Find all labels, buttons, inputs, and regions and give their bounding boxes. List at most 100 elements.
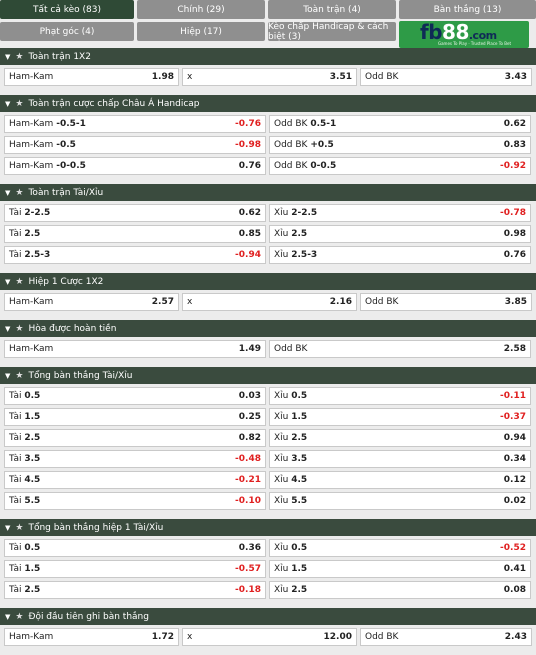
odds-cell[interactable]: Xỉu 3.5 0.34	[269, 450, 531, 468]
selection-name: Xỉu	[274, 391, 289, 401]
odds-cell[interactable]: Tài 0.5 0.36	[4, 539, 266, 557]
odds-cell[interactable]: Tài 1.5 -0.57	[4, 560, 266, 578]
odds-cell[interactable]: Tài 2.5-3 -0.94	[4, 246, 266, 264]
tab-main[interactable]: Chính (29)	[137, 0, 265, 19]
market-section: ▼ ★ Tổng bàn thắng hiệp 1 Tài/Xỉu Tài 0.5 0.…	[0, 519, 536, 602]
odds-cell[interactable]: Tài 5.5 -0.10	[4, 492, 266, 510]
odds-cell[interactable]: Tài 0.5 0.03	[4, 387, 266, 405]
odds-row: Tài 2.5-3 -0.94 Xỉu 2.5-3 0.76	[4, 246, 532, 264]
odds-cell[interactable]: Xỉu 2.5 0.94	[269, 429, 531, 447]
odds-cell[interactable]: Xỉu 2.5-3 0.76	[269, 246, 531, 264]
tab-all[interactable]: Tất cả kèo (83)	[0, 0, 134, 19]
star-icon[interactable]: ★	[15, 98, 24, 109]
odds-cell[interactable]: Tài 2.5 0.82	[4, 429, 266, 447]
selection-name: x	[187, 632, 193, 642]
odds-value: -0.94	[235, 250, 261, 260]
selection-name: Tài	[9, 543, 22, 553]
section-title: Toàn trận Tài/Xỉu	[28, 187, 104, 198]
section-header[interactable]: ▼ ★ Đội đầu tiên ghi bàn thắng	[0, 608, 536, 625]
odds-cell[interactable]: Tài 2.5 0.85	[4, 225, 266, 243]
handicap-line: 2.5	[24, 433, 41, 443]
selection-name: Tài	[9, 391, 22, 401]
odds-cell[interactable]: Xỉu 2.5 0.08	[269, 581, 531, 599]
section-header[interactable]: ▼ ★ Tổng bàn thắng hiệp 1 Tài/Xỉu	[0, 519, 536, 536]
odds-value: -0.48	[235, 454, 261, 464]
odds-cell[interactable]: Odd BK 0.5-1 0.62	[269, 115, 531, 133]
odds-cell[interactable]: Ham-Kam -0-0.5 0.76	[4, 157, 266, 175]
section-header[interactable]: ▼ ★ Tổng bàn thắng Tài/Xỉu	[0, 367, 536, 384]
section-header[interactable]: ▼ ★ Toàn trận 1X2	[0, 48, 536, 65]
tab-full-match[interactable]: Toàn trận (4)	[268, 0, 396, 19]
star-icon[interactable]: ★	[15, 611, 24, 622]
odds-cell[interactable]: Odd BK +0.5 0.83	[269, 136, 531, 154]
logo-text-88: 88	[442, 20, 469, 44]
handicap-line: 2.5	[291, 433, 308, 443]
odds-cell[interactable]: Ham-Kam -0.5-1 -0.76	[4, 115, 266, 133]
section-header[interactable]: ▼ ★ Toàn trận Tài/Xỉu	[0, 184, 536, 201]
odds-cell[interactable]: Xỉu 5.5 0.02	[269, 492, 531, 510]
odds-cell[interactable]: Xỉu 1.5 0.41	[269, 560, 531, 578]
selection-name: Tài	[9, 564, 22, 574]
odds-cell[interactable]: Odd BK 3.85	[360, 293, 532, 311]
odds-cell[interactable]: Xỉu 2.5 0.98	[269, 225, 531, 243]
handicap-line: -0-0.5	[56, 161, 86, 171]
triangle-down-icon[interactable]: ▼	[5, 277, 11, 286]
odds-cell[interactable]: Tài 2.5 -0.18	[4, 581, 266, 599]
star-icon[interactable]: ★	[15, 370, 24, 381]
star-icon[interactable]: ★	[15, 51, 24, 62]
odds-cell[interactable]: Odd BK 2.43	[360, 628, 532, 646]
market-section: ▼ ★ Đội đầu tiên ghi bàn thắng Ham-Kam 1.72 x…	[0, 608, 536, 649]
odds-cell[interactable]: Tài 3.5 -0.48	[4, 450, 266, 468]
section-header[interactable]: ▼ ★ Hòa được hoàn tiền	[0, 320, 536, 337]
selection-label: Xỉu 2-2.5	[274, 208, 317, 218]
odds-cell[interactable]: Xỉu 1.5 -0.37	[269, 408, 531, 426]
triangle-down-icon[interactable]: ▼	[5, 612, 11, 621]
selection-name: Xỉu	[274, 564, 289, 574]
odds-cell[interactable]: Xỉu 0.5 -0.52	[269, 539, 531, 557]
odds-cell[interactable]: Tài 4.5 -0.21	[4, 471, 266, 489]
fb88-logo[interactable]: fb88.com Games To Play · Trusted Place T…	[399, 20, 529, 48]
handicap-line: 1.5	[24, 412, 41, 422]
odds-cell[interactable]: Odd BK 0-0.5 -0.92	[269, 157, 531, 175]
handicap-line: 2-2.5	[24, 208, 51, 218]
section-title: Đội đầu tiên ghi bàn thắng	[28, 611, 149, 622]
triangle-down-icon[interactable]: ▼	[5, 188, 11, 197]
odds-value: -0.92	[500, 161, 526, 171]
odds-cell[interactable]: Xỉu 0.5 -0.11	[269, 387, 531, 405]
selection-name: Xỉu	[274, 433, 289, 443]
tab-goals[interactable]: Bàn thắng (13)	[399, 0, 536, 19]
odds-cell[interactable]: Xỉu 4.5 0.12	[269, 471, 531, 489]
odds-cell[interactable]: Ham-Kam 1.72	[4, 628, 179, 646]
star-icon[interactable]: ★	[15, 522, 24, 533]
triangle-down-icon[interactable]: ▼	[5, 324, 11, 333]
selection-name: Xỉu	[274, 454, 289, 464]
odds-cell[interactable]: x 3.51	[182, 68, 357, 86]
selection-label: Tài 2.5	[9, 229, 40, 239]
handicap-line: 2.5	[291, 229, 308, 239]
tab-half[interactable]: Hiệp (17)	[137, 22, 265, 41]
star-icon[interactable]: ★	[15, 187, 24, 198]
odds-cell[interactable]: Tài 1.5 0.25	[4, 408, 266, 426]
tab-corners[interactable]: Phạt góc (4)	[0, 22, 134, 41]
tab-handicap-margin[interactable]: Kèo chấp Handicap & cách biệt (3)	[268, 22, 396, 42]
star-icon[interactable]: ★	[15, 323, 24, 334]
triangle-down-icon[interactable]: ▼	[5, 99, 11, 108]
odds-cell[interactable]: Tài 2-2.5 0.62	[4, 204, 266, 222]
odds-cell[interactable]: Ham-Kam 1.49	[4, 340, 266, 358]
triangle-down-icon[interactable]: ▼	[5, 523, 11, 532]
odds-cell[interactable]: Ham-Kam 1.98	[4, 68, 179, 86]
odds-cell[interactable]: x 12.00	[182, 628, 357, 646]
odds-cell[interactable]: Odd BK 3.43	[360, 68, 532, 86]
section-header[interactable]: ▼ ★ Toàn trận cược chấp Châu Á Handicap	[0, 95, 536, 112]
selection-name: Ham-Kam	[9, 119, 54, 129]
triangle-down-icon[interactable]: ▼	[5, 52, 11, 61]
section-header[interactable]: ▼ ★ Hiệp 1 Cược 1X2	[0, 273, 536, 290]
handicap-line: 4.5	[24, 475, 41, 485]
odds-cell[interactable]: Xỉu 2-2.5 -0.78	[269, 204, 531, 222]
odds-cell[interactable]: Ham-Kam 2.57	[4, 293, 179, 311]
triangle-down-icon[interactable]: ▼	[5, 371, 11, 380]
star-icon[interactable]: ★	[15, 276, 24, 287]
odds-cell[interactable]: Ham-Kam -0.5 -0.98	[4, 136, 266, 154]
odds-cell[interactable]: x 2.16	[182, 293, 357, 311]
odds-cell[interactable]: Odd BK 2.58	[269, 340, 531, 358]
